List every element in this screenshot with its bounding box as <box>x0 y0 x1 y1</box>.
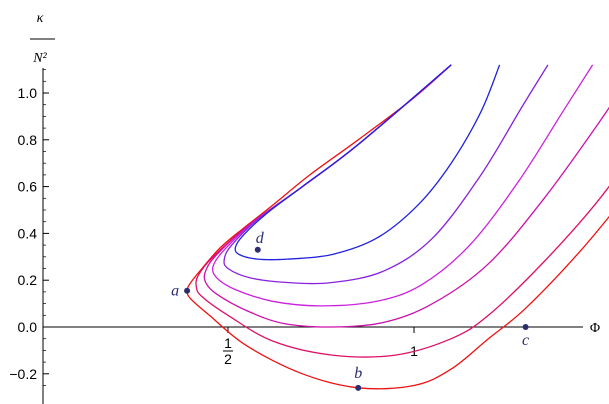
point-label-d: d <box>256 230 265 247</box>
ticks: −0.20.00.20.40.60.81.012 1 <box>9 69 418 386</box>
point-label-a: a <box>171 283 179 300</box>
y-tick-label: 0.6 <box>18 179 38 195</box>
series-line-1 <box>186 64 609 390</box>
y-tick-label: 0.4 <box>18 225 38 241</box>
markers: a b c d <box>171 230 529 391</box>
y-tick-label: −0.2 <box>9 366 37 382</box>
point-label-c: c <box>522 332 529 349</box>
point-marker-b <box>355 384 362 391</box>
point-marker-a <box>184 287 191 294</box>
x-axis-label: Φ <box>590 321 600 336</box>
series-line-6 <box>234 64 501 261</box>
y-tick-label: 0.0 <box>18 319 38 335</box>
y-label: κ N² <box>30 11 55 66</box>
series-line-2 <box>195 64 609 358</box>
x-tick-label-numerator: 1 <box>224 335 232 351</box>
point-label-b: b <box>354 365 362 382</box>
curves <box>186 64 609 390</box>
y-label-numerator: κ <box>37 11 44 26</box>
x-tick-label-denominator: 2 <box>224 351 232 367</box>
series-line-5 <box>223 64 549 285</box>
point-marker-c <box>522 324 529 330</box>
y-tick-label: 0.2 <box>18 272 38 288</box>
y-tick-label: 1.0 <box>18 85 38 101</box>
y-label-denominator: N² <box>32 51 47 66</box>
point-marker-d <box>254 246 261 253</box>
y-tick-label: 0.8 <box>18 132 38 148</box>
